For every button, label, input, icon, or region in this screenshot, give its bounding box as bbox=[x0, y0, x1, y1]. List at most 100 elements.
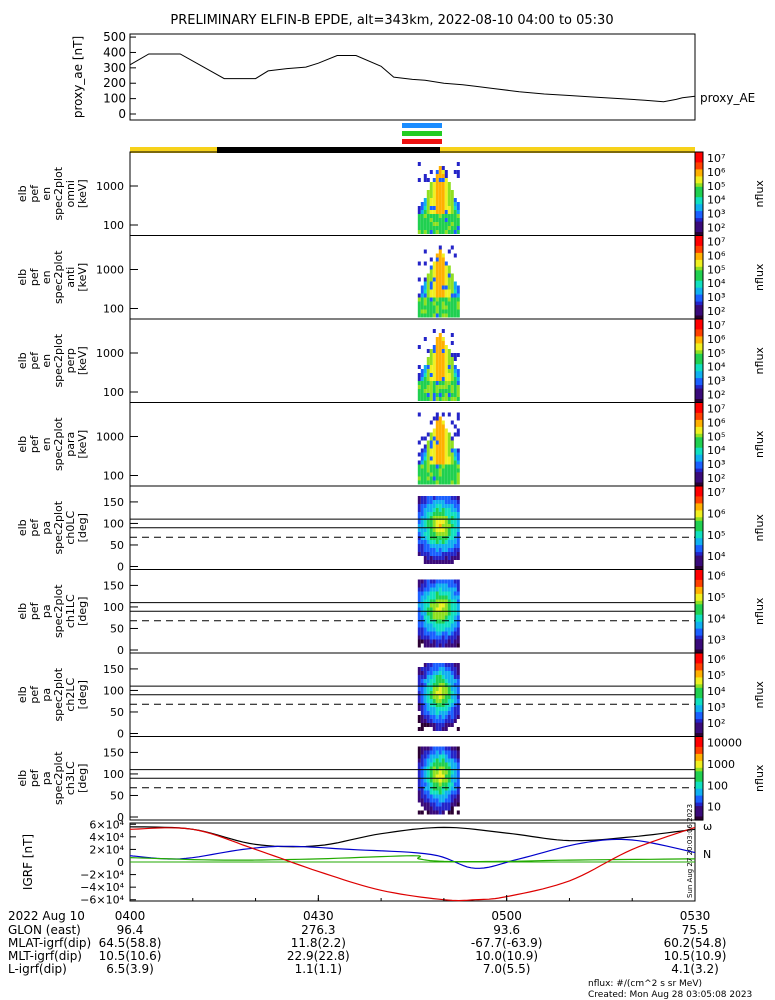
colorbar-segment bbox=[695, 343, 703, 348]
colorbar-segment bbox=[695, 458, 703, 463]
spectrogram-cell bbox=[447, 198, 451, 202]
colorbar-segment bbox=[695, 416, 703, 421]
spectrogram-cell bbox=[444, 746, 448, 751]
spectrogram-cell bbox=[450, 758, 454, 763]
spectrogram-cell bbox=[441, 257, 445, 262]
spectrogram-cell bbox=[444, 281, 448, 286]
spectrogram-cell bbox=[423, 476, 427, 481]
spectrogram-cell bbox=[438, 313, 442, 318]
spectrogram-cell bbox=[426, 305, 430, 310]
colorbar-segment bbox=[695, 628, 703, 633]
spectrogram-cell bbox=[432, 496, 436, 500]
colorbar-segment bbox=[695, 211, 703, 216]
colorbar-segment bbox=[695, 489, 703, 494]
colorbar-segment bbox=[695, 562, 703, 567]
spectrogram-cell bbox=[423, 719, 427, 723]
spectrogram-cell bbox=[435, 719, 439, 723]
spectrogram-cell bbox=[426, 560, 430, 564]
panel-ylabel-word: [deg] bbox=[76, 680, 89, 709]
colorbar-tick-label: 10⁷ bbox=[707, 319, 725, 332]
spectrogram-cell bbox=[435, 357, 439, 361]
spectrogram-cell bbox=[444, 202, 448, 206]
colorbar-tick-label: 10³ bbox=[707, 458, 725, 471]
spectrogram-cell bbox=[438, 424, 442, 429]
spectrogram-cell bbox=[438, 508, 442, 512]
colorbar-label: nflux bbox=[753, 681, 766, 709]
spectrogram-cell bbox=[417, 579, 421, 584]
spectrogram-cell bbox=[417, 782, 421, 787]
spectrogram-cell bbox=[450, 313, 454, 318]
spectrogram-cell bbox=[438, 607, 442, 612]
spectrogram-cell bbox=[432, 595, 436, 600]
spectrogram-cell bbox=[441, 297, 445, 302]
spectrogram-cell bbox=[444, 691, 448, 695]
panel-ylabel-word: [keV] bbox=[76, 179, 89, 208]
spectrogram-cell bbox=[441, 393, 445, 397]
spectrogram-cell bbox=[441, 727, 445, 731]
spectrogram-cell bbox=[426, 798, 430, 803]
spectrogram-cell bbox=[438, 548, 442, 552]
spectrogram-cell bbox=[426, 508, 430, 512]
colorbar-segment bbox=[695, 691, 703, 696]
spectrogram-cell bbox=[441, 599, 445, 604]
spectrogram-cell bbox=[420, 627, 424, 632]
colorbar-segment bbox=[695, 548, 703, 553]
spectrogram-cell bbox=[432, 512, 436, 516]
colorbar-segment bbox=[695, 479, 703, 484]
spectrogram-cell bbox=[444, 218, 448, 222]
spectrogram-cell bbox=[450, 393, 454, 397]
spectrogram-cell bbox=[438, 365, 442, 369]
spectrogram-cell bbox=[429, 393, 433, 397]
spectrogram-cell bbox=[432, 758, 436, 763]
spectrogram-cell bbox=[417, 472, 421, 477]
colorbar-segment bbox=[695, 433, 703, 438]
spectrogram-cell bbox=[438, 579, 442, 584]
spectrogram-cell bbox=[420, 309, 424, 314]
spectrogram-cell bbox=[420, 607, 424, 612]
spectrogram-cell bbox=[447, 703, 451, 707]
spectrogram-cell bbox=[450, 548, 454, 552]
spectrogram-cell bbox=[441, 301, 445, 306]
spectrogram-cell bbox=[420, 377, 424, 381]
spectrogram-cell bbox=[435, 766, 439, 771]
spectrogram-cell bbox=[441, 723, 445, 727]
spectrogram-cell bbox=[429, 460, 433, 465]
spectrogram-cell bbox=[423, 758, 427, 763]
spectrogram-cell bbox=[426, 516, 430, 520]
colorbar-segment bbox=[695, 579, 703, 584]
spectrogram-cell bbox=[417, 496, 421, 500]
spectrogram-cell bbox=[441, 460, 445, 465]
spectrogram-cell bbox=[435, 182, 439, 186]
time-label: 0430 bbox=[303, 909, 334, 923]
spectrogram-cell bbox=[441, 166, 445, 170]
spectrogram-cell bbox=[423, 587, 427, 592]
spectrogram-cell bbox=[435, 460, 439, 465]
orbit-row-value: 1.1(1.1) bbox=[295, 962, 343, 976]
spectrogram-cell bbox=[432, 782, 436, 787]
spectrogram-cell bbox=[423, 591, 427, 596]
spectrogram-cell bbox=[444, 301, 448, 306]
spectrogram-cell bbox=[444, 309, 448, 314]
panel-ylabel-word: en bbox=[40, 187, 53, 201]
spectrogram-cell bbox=[435, 210, 439, 214]
spectrogram-cell bbox=[429, 210, 433, 214]
spectrogram-cell bbox=[417, 230, 421, 234]
spectrogram-cell bbox=[420, 480, 424, 485]
spectrogram-cell bbox=[444, 727, 448, 731]
spectrogram-cell bbox=[429, 524, 433, 528]
spectrogram-cell bbox=[438, 560, 442, 564]
spectrogram-cell bbox=[456, 579, 460, 584]
colorbar-label: nflux bbox=[753, 347, 766, 375]
spectrogram-cell bbox=[438, 500, 442, 504]
spectrogram-cell bbox=[423, 448, 427, 453]
colorbar-segment bbox=[695, 430, 703, 435]
spectrogram-cell bbox=[447, 679, 451, 683]
spectrogram-cell bbox=[426, 746, 430, 751]
spectrogram-cell bbox=[447, 182, 451, 186]
spectrogram-cell bbox=[453, 639, 457, 644]
spectrogram-cell bbox=[429, 758, 433, 763]
spectrogram-cell bbox=[453, 671, 457, 675]
spectrogram-cell bbox=[429, 349, 433, 353]
panel-ylabel-word: elb bbox=[16, 436, 29, 453]
spectrogram-cell bbox=[426, 587, 430, 592]
